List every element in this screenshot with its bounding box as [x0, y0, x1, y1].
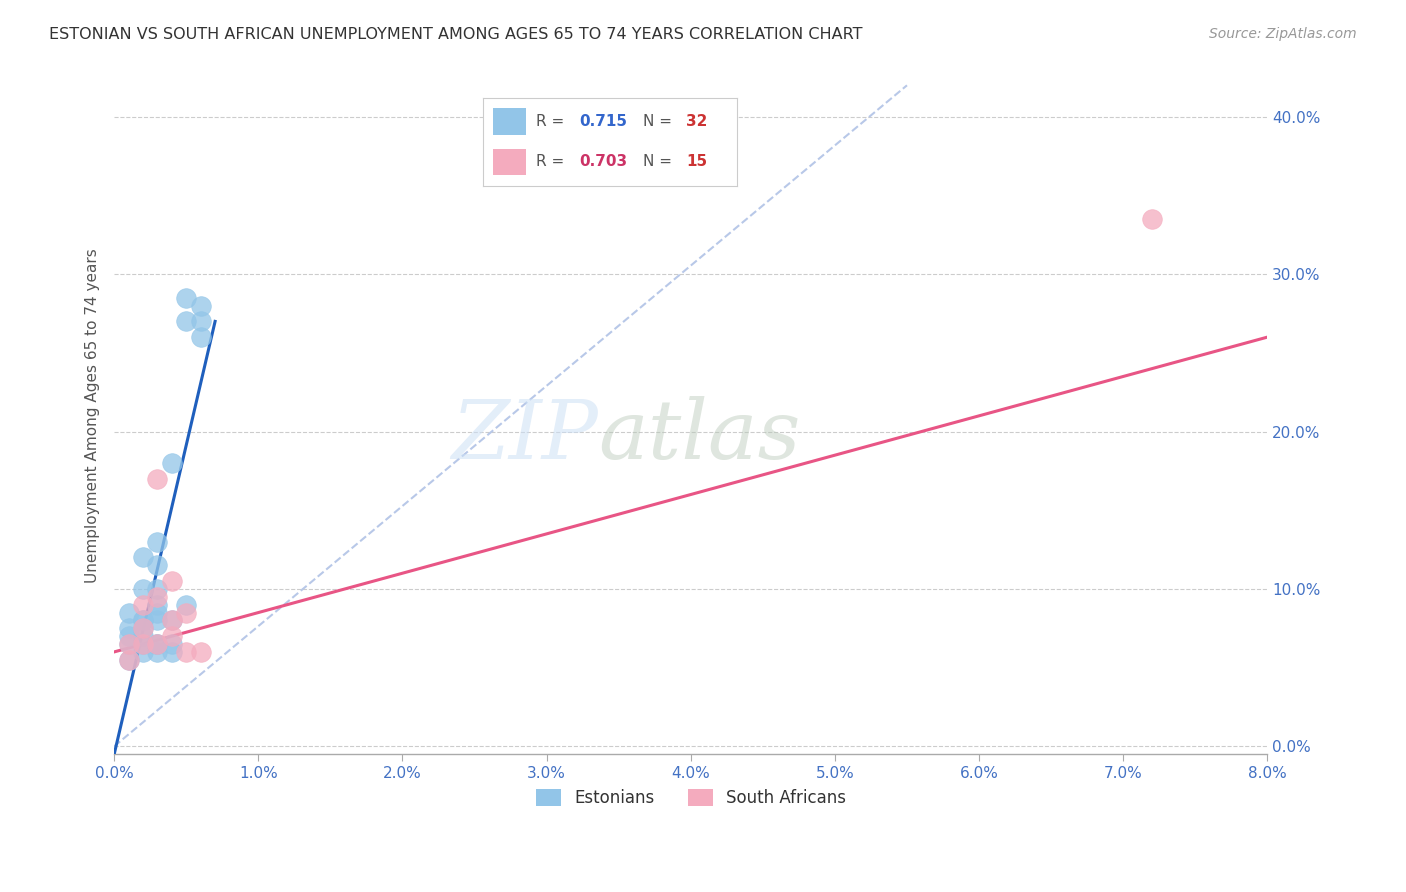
Point: [117, 606, 139, 620]
Point: [132, 582, 155, 596]
Point: [160, 637, 183, 651]
Point: [146, 558, 169, 573]
Legend: Estonians, South Africans: Estonians, South Africans: [529, 782, 852, 814]
Point: [146, 637, 169, 651]
Point: [160, 456, 183, 470]
Point: [146, 534, 169, 549]
Point: [146, 637, 169, 651]
Point: [117, 637, 139, 651]
Point: [174, 606, 197, 620]
Point: [190, 299, 212, 313]
Point: [190, 330, 212, 344]
Point: [160, 645, 183, 659]
Point: [190, 645, 212, 659]
Point: [146, 582, 169, 596]
Y-axis label: Unemployment Among Ages 65 to 74 years: Unemployment Among Ages 65 to 74 years: [86, 249, 100, 583]
Point: [146, 590, 169, 604]
Point: [146, 606, 169, 620]
Point: [174, 314, 197, 328]
Text: atlas: atlas: [599, 396, 801, 476]
Point: [132, 614, 155, 628]
Point: [146, 645, 169, 659]
Point: [132, 637, 155, 651]
Point: [1140, 212, 1163, 227]
Point: [146, 472, 169, 486]
Point: [160, 574, 183, 588]
Point: [190, 314, 212, 328]
Point: [132, 621, 155, 635]
Point: [132, 550, 155, 565]
Point: [132, 598, 155, 612]
Point: [146, 614, 169, 628]
Text: Source: ZipAtlas.com: Source: ZipAtlas.com: [1209, 27, 1357, 41]
Point: [132, 637, 155, 651]
Point: [146, 598, 169, 612]
Point: [146, 637, 169, 651]
Point: [117, 637, 139, 651]
Point: [132, 614, 155, 628]
Point: [174, 645, 197, 659]
Point: [160, 629, 183, 643]
Point: [117, 629, 139, 643]
Point: [160, 614, 183, 628]
Point: [174, 291, 197, 305]
Point: [160, 614, 183, 628]
Point: [132, 621, 155, 635]
Text: ESTONIAN VS SOUTH AFRICAN UNEMPLOYMENT AMONG AGES 65 TO 74 YEARS CORRELATION CHA: ESTONIAN VS SOUTH AFRICAN UNEMPLOYMENT A…: [49, 27, 863, 42]
Point: [117, 653, 139, 667]
Point: [174, 598, 197, 612]
Point: [117, 621, 139, 635]
Point: [132, 629, 155, 643]
Text: ZIP: ZIP: [451, 396, 599, 476]
Point: [117, 653, 139, 667]
Point: [132, 645, 155, 659]
